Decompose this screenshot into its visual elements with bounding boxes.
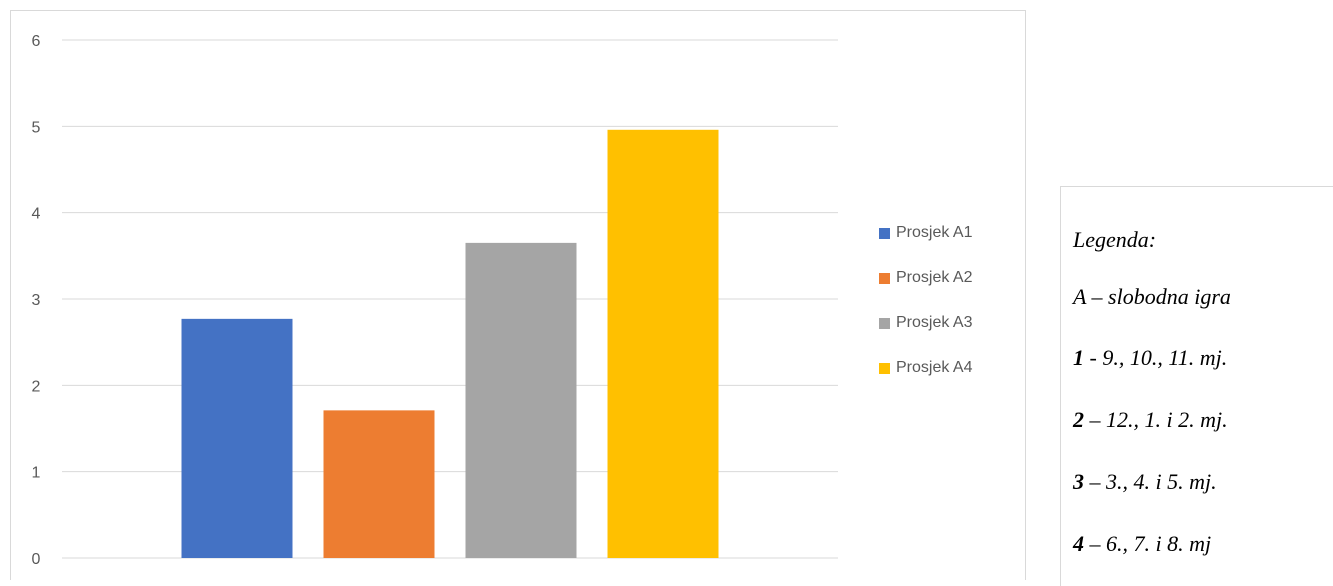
note-line: 2 – 12., 1. i 2. mj. <box>1073 407 1228 433</box>
note-text: – 6., 7. i 8. mj <box>1084 531 1212 556</box>
y-tick-label: 6 <box>32 33 41 50</box>
note-title: Legenda: <box>1073 227 1157 252</box>
legend-item: Prosjek A1 <box>879 222 972 244</box>
note-text: A – slobodna igra <box>1073 284 1231 309</box>
bar-4 <box>607 129 719 558</box>
y-tick-label: 2 <box>32 378 41 395</box>
legend-label: Prosjek A3 <box>896 314 973 331</box>
note-key: 4 <box>1073 531 1084 556</box>
note-text: – 3., 4. i 5. mj. <box>1084 469 1217 494</box>
legend-note-box: Legenda: A – slobodna igra 1 - 9., 10., … <box>1060 186 1333 586</box>
note-text: – 12., 1. i 2. mj. <box>1084 407 1228 432</box>
bar-1 <box>181 318 293 558</box>
note-line: 4 – 6., 7. i 8. mj <box>1073 531 1211 557</box>
note-key: 1 <box>1073 345 1084 370</box>
legend-label: Prosjek A4 <box>896 359 973 376</box>
bar-2 <box>323 410 435 558</box>
legend-item: Prosjek A2 <box>879 267 972 289</box>
legend-swatch-icon <box>879 272 890 284</box>
note-line: 1 - 9., 10., 11. mj. <box>1073 345 1227 371</box>
y-tick-label: 0 <box>32 551 41 568</box>
legend-swatch-icon <box>879 362 890 374</box>
y-tick-label: 1 <box>32 465 41 482</box>
note-line: A – slobodna igra <box>1073 284 1231 310</box>
y-tick-label: 5 <box>32 119 41 136</box>
chart-legend: Prosjek A1 Prosjek A2 Prosjek A3 Prosjek… <box>879 222 972 402</box>
legend-swatch-icon <box>879 227 890 239</box>
note-key: 3 <box>1073 469 1084 494</box>
note-text: - 9., 10., 11. mj. <box>1084 345 1228 370</box>
legend-item: Prosjek A4 <box>879 357 972 379</box>
legend-swatch-icon <box>879 317 890 329</box>
note-key: 2 <box>1073 407 1084 432</box>
y-tick-label: 3 <box>32 292 41 309</box>
legend-label: Prosjek A2 <box>896 269 973 286</box>
legend-label: Prosjek A1 <box>896 224 973 241</box>
legend-item: Prosjek A3 <box>879 312 972 334</box>
y-tick-label: 4 <box>32 206 41 223</box>
note-line: 3 – 3., 4. i 5. mj. <box>1073 469 1217 495</box>
bar-3 <box>465 242 577 558</box>
